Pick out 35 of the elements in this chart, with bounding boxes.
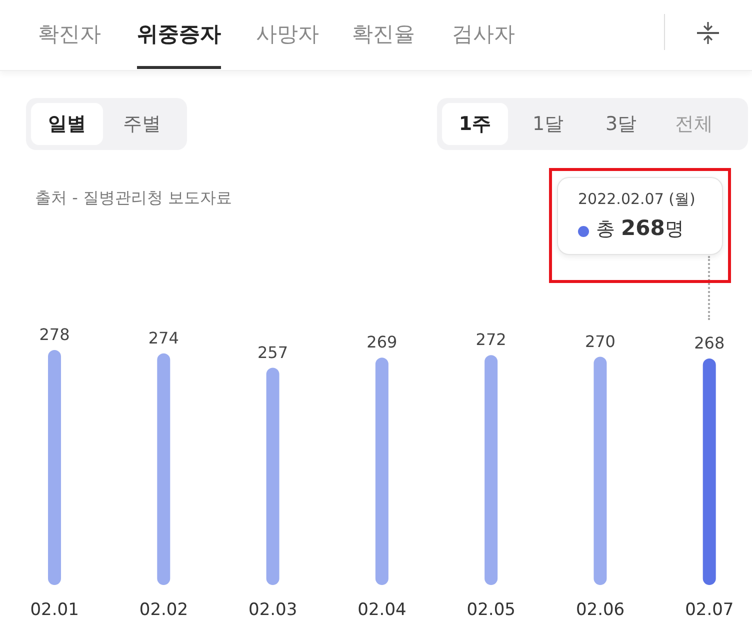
text: 전체 <box>674 112 714 137</box>
bar <box>702 358 716 585</box>
x-tick-label: 02.01 <box>30 600 79 620</box>
text: 1달 <box>531 112 565 137</box>
text: 1주 <box>442 103 508 145</box>
x-tick-label: 02.07 <box>685 600 734 620</box>
x-tick-label: 02.04 <box>358 600 406 620</box>
bar <box>484 355 498 585</box>
bar <box>594 356 607 585</box>
data-label: 274 <box>148 328 179 348</box>
text: 총 268명 <box>596 216 684 240</box>
text: 3달 <box>604 112 638 137</box>
text: 주별 <box>122 112 162 137</box>
bar <box>375 358 388 585</box>
x-tick-label: 02.05 <box>466 600 516 620</box>
x-tick-label: 02.02 <box>139 600 188 620</box>
data-label: 278 <box>39 325 70 344</box>
text: 확진율 <box>352 21 415 48</box>
text: 검사자 <box>452 21 515 48</box>
data-label: 268 <box>694 333 725 352</box>
text: 위중증자 <box>137 21 221 48</box>
data-label: 269 <box>366 332 398 352</box>
bar <box>266 368 280 585</box>
text: 2022.02.07 (월) <box>578 190 696 209</box>
data-label: 270 <box>584 332 616 351</box>
bar <box>157 353 170 585</box>
data-label: 272 <box>476 330 506 350</box>
text: 일별 <box>31 103 103 145</box>
source-note: 출처 - 질병관리청 보도자료 <box>35 188 232 209</box>
text: 확진자 <box>38 21 101 48</box>
data-label: 257 <box>258 342 288 362</box>
x-tick-label: 02.06 <box>576 600 625 620</box>
text: 사망자 <box>256 21 319 48</box>
bar <box>48 350 61 585</box>
x-tick-label: 02.03 <box>248 600 298 620</box>
